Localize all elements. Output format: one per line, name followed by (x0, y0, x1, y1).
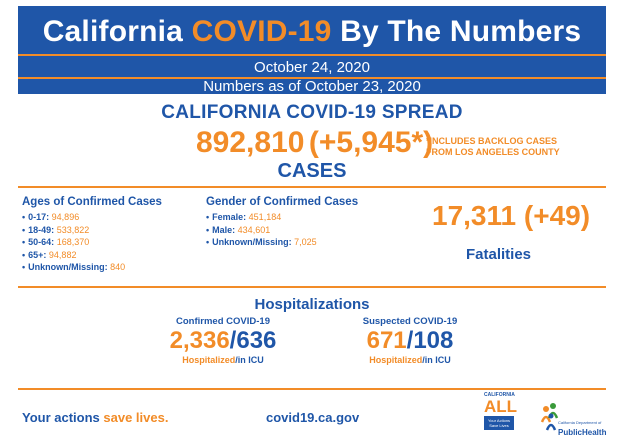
spread-title: CALIFORNIA COVID-19 SPREAD (161, 102, 463, 123)
gender-heading: Gender of Confirmed Cases (206, 196, 359, 208)
hosp-suspected-note: Hospitalized/in ICU (369, 355, 451, 365)
hosp-suspected: Suspected COVID-19 671/108 Hospitalized/… (354, 316, 466, 365)
cases-label: CASES (277, 160, 347, 182)
header-rule-bottom (18, 77, 606, 79)
backlog-note-line-2: FROM LOS ANGELES COUNTY (426, 147, 560, 157)
footer-tagline: Your actions save lives. (22, 410, 169, 425)
list-item: 0-17: 94,896 (22, 211, 125, 224)
fatalities-total: 17,311 (432, 200, 517, 231)
divider-middle (18, 286, 606, 288)
hosp-confirmed-note: Hospitalized/in ICU (182, 355, 264, 365)
california-all-logo: CALIFORNIA ALL Your Actions Save Lives (484, 392, 518, 430)
footer-url[interactable]: covid19.ca.gov (266, 410, 360, 425)
backlog-note-line-1: *INCLUDES BACKLOG CASES (426, 136, 558, 146)
list-item: Unknown/Missing: 840 (22, 261, 125, 274)
header-banner: California COVID-19 By The Numbers Octob… (18, 6, 606, 95)
cases-row: 892,810 (+5,945*) (196, 124, 433, 164)
fatalities-label: Fatalities (466, 246, 532, 263)
ages-list: 0-17: 94,896 18-49: 533,822 50-64: 168,3… (22, 211, 125, 274)
list-item: Unknown/Missing: 7,025 (206, 236, 317, 249)
title-part-2: By The Numbers (331, 15, 582, 48)
report-date: October 24, 2020 (254, 59, 370, 76)
page-title: California COVID-19 By The Numbers (18, 15, 606, 49)
fatalities-new: (+49) (523, 200, 591, 231)
list-item: 18-49: 533,822 (22, 224, 125, 237)
numbers-as-of: Numbers as of October 23, 2020 (203, 78, 421, 95)
hosp-confirmed-numbers: 2,336/636 (169, 327, 277, 354)
fatalities-count: 17,311 (+49) (432, 200, 590, 232)
divider-bottom (18, 388, 606, 390)
backlog-note: *INCLUDES BACKLOG CASES FROM LOS ANGELES… (426, 136, 586, 158)
ages-heading: Ages of Confirmed Cases (22, 196, 162, 208)
hosp-confirmed: Confirmed COVID-19 2,336/636 Hospitalize… (160, 316, 286, 365)
hosp-suspected-label: Suspected COVID-19 (362, 316, 458, 327)
gender-list: Female: 451,184 Male: 434,601 Unknown/Mi… (206, 211, 317, 249)
cdph-logo: California Department of PublicHealth (540, 400, 616, 440)
list-item: Male: 434,601 (206, 224, 317, 237)
list-item: 65+: 94,882 (22, 249, 125, 262)
cases-new: (+5,945*) (308, 126, 434, 159)
hosp-confirmed-label: Confirmed COVID-19 (176, 316, 270, 327)
title-part-1: California (42, 15, 192, 48)
cdph-figures-icon (540, 403, 559, 431)
hospitalizations-title: Hospitalizations (254, 296, 370, 313)
header-rule-top (18, 54, 606, 56)
list-item: 50-64: 168,370 (22, 236, 125, 249)
divider-top (18, 186, 606, 188)
title-accent: COVID-19 (191, 15, 332, 48)
hosp-suspected-numbers: 671/108 (366, 327, 454, 354)
list-item: Female: 451,184 (206, 211, 317, 224)
cases-total: 892,810 (196, 126, 305, 159)
